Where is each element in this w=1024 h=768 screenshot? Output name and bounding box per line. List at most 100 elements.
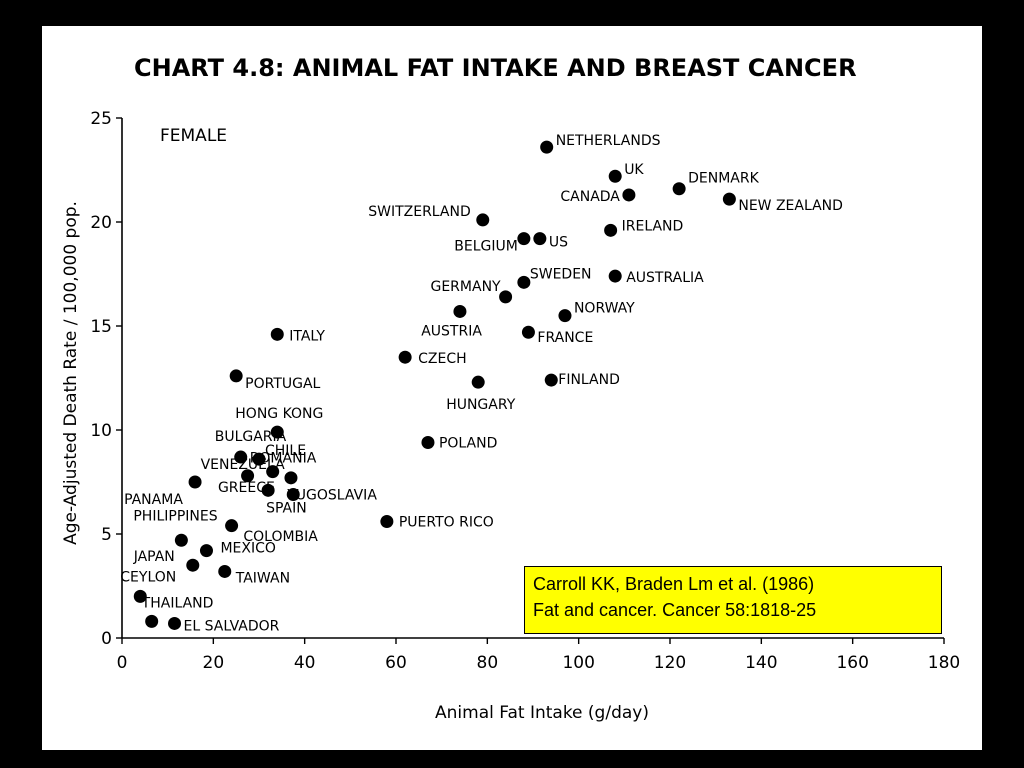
- y-tick-label: 15: [90, 317, 112, 337]
- y-tick-label: 0: [101, 629, 112, 649]
- data-point-label: ROMANIA: [250, 451, 317, 467]
- data-point: [453, 304, 467, 318]
- data-point-label: BULGARIA: [215, 429, 287, 445]
- data-point-label: EL SALVADOR: [184, 618, 280, 634]
- data-point-label: SWEDEN: [530, 266, 592, 282]
- data-point: [261, 483, 275, 497]
- data-point-label: GREECE: [218, 480, 275, 496]
- data-point: [199, 544, 213, 558]
- data-point-label: FRANCE: [537, 330, 593, 346]
- data-point: [186, 558, 200, 572]
- data-point-label: HONG KONG: [235, 406, 323, 422]
- data-point: [241, 469, 255, 483]
- data-points: NETHERLANDS UK DENMARK CANADA NEW ZEALAND SWI…: [120, 133, 843, 634]
- citation-line-1: Carroll KK, Braden Lm et al. (1986): [533, 574, 815, 594]
- data-point-label: MEXICO: [220, 541, 275, 557]
- data-point: [722, 192, 736, 206]
- data-point-label: NORWAY: [574, 301, 635, 317]
- data-point: [229, 369, 243, 383]
- data-point-label: CEYLON: [120, 569, 176, 585]
- data-point: [558, 309, 572, 323]
- data-point-label: AUSTRIA: [421, 323, 482, 339]
- data-point: [133, 589, 147, 603]
- data-point: [608, 269, 622, 283]
- data-point: [380, 515, 394, 529]
- x-tick-label: 100: [562, 653, 594, 673]
- data-point: [672, 182, 686, 196]
- data-point: [218, 564, 232, 578]
- x-tick-label: 0: [117, 653, 128, 673]
- data-point-label: PHILIPPINES: [133, 509, 217, 525]
- x-tick-label: 120: [654, 653, 686, 673]
- data-point: [266, 465, 280, 479]
- data-point-label: SWITZERLAND: [368, 204, 471, 220]
- data-point: [517, 275, 531, 289]
- slide: CHART 4.8: ANIMAL FAT INTAKE AND BREAST …: [42, 26, 982, 750]
- data-point-label: SPAIN: [266, 500, 307, 516]
- data-point-label: CANADA: [560, 189, 620, 205]
- chart-title: CHART 4.8: ANIMAL FAT INTAKE AND BREAST …: [134, 54, 857, 82]
- x-tick-label: 140: [745, 653, 777, 673]
- data-point: [540, 140, 554, 154]
- data-point: [174, 533, 188, 547]
- x-tick-label: 60: [385, 653, 407, 673]
- data-point-label: PORTUGAL: [245, 376, 320, 392]
- data-point-label: CHILE: [265, 443, 306, 459]
- data-point: [252, 452, 266, 466]
- x-tick-label: 20: [203, 653, 225, 673]
- data-point: [517, 232, 531, 246]
- data-point-label: AUSTRALIA: [626, 270, 704, 286]
- data-point: [234, 450, 248, 464]
- citation-box: Carroll KK, Braden Lm et al. (1986) Fat …: [524, 566, 942, 634]
- citation-line-2: Fat and cancer. Cancer 58:1818-25: [533, 600, 817, 620]
- axes: 0 20 40 60 80 100 120 140 160 180 0 5 10 15 20 25: [90, 109, 960, 673]
- x-tick-label: 40: [294, 653, 316, 673]
- data-point-label: NEW ZEALAND: [738, 198, 843, 214]
- data-point-label: THAILAND: [141, 595, 214, 611]
- y-tick-label: 20: [90, 213, 112, 233]
- data-point: [604, 223, 618, 237]
- data-point-label: NETHERLANDS: [556, 133, 661, 149]
- x-tick-label: 80: [477, 653, 499, 673]
- x-tick-label: 160: [836, 653, 868, 673]
- data-point: [608, 169, 622, 183]
- data-point-label: POLAND: [439, 435, 497, 451]
- data-point-label: VENEZUELA: [201, 457, 286, 473]
- data-point-label: UK: [624, 162, 644, 178]
- data-point: [521, 325, 535, 339]
- panel-label: FEMALE: [160, 126, 227, 146]
- y-axis-label: Age-Adjusted Death Rate / 100,000 pop.: [61, 201, 81, 545]
- x-axis-label: Animal Fat Intake (g/day): [435, 703, 649, 723]
- data-point: [476, 213, 490, 227]
- data-point: [499, 290, 513, 304]
- data-point-label: CZECH: [418, 351, 467, 367]
- x-tick-label: 180: [928, 653, 960, 673]
- data-point: [398, 350, 412, 364]
- data-point: [270, 425, 284, 439]
- data-point-label: JAPAN: [133, 549, 175, 565]
- data-point: [225, 519, 239, 533]
- data-point-label: COLOMBIA: [243, 529, 318, 545]
- data-point-label: DENMARK: [688, 171, 759, 187]
- data-point: [270, 327, 284, 341]
- data-point: [622, 188, 636, 202]
- y-tick-label: 10: [90, 421, 112, 441]
- data-point: [533, 232, 547, 246]
- data-point: [188, 475, 202, 489]
- data-point: [544, 373, 558, 387]
- data-point-label: PANAMA: [124, 492, 183, 508]
- data-point: [471, 375, 485, 389]
- data-point-label: GERMANY: [430, 279, 501, 295]
- data-point-label: BELGIUM: [454, 239, 518, 255]
- data-point: [168, 616, 182, 630]
- y-tick-label: 25: [90, 109, 112, 129]
- data-point-label: IRELAND: [622, 218, 684, 234]
- data-point-label: TAIWAN: [235, 570, 290, 586]
- data-point-label: HUNGARY: [446, 397, 516, 413]
- data-point-label: PUERTO RICO: [399, 515, 494, 531]
- scatter-chart: CHART 4.8: ANIMAL FAT INTAKE AND BREAST …: [61, 54, 960, 723]
- data-point-label: US: [549, 235, 568, 251]
- data-point: [286, 487, 300, 501]
- data-point: [421, 435, 435, 449]
- data-point-label: FINLAND: [558, 372, 620, 388]
